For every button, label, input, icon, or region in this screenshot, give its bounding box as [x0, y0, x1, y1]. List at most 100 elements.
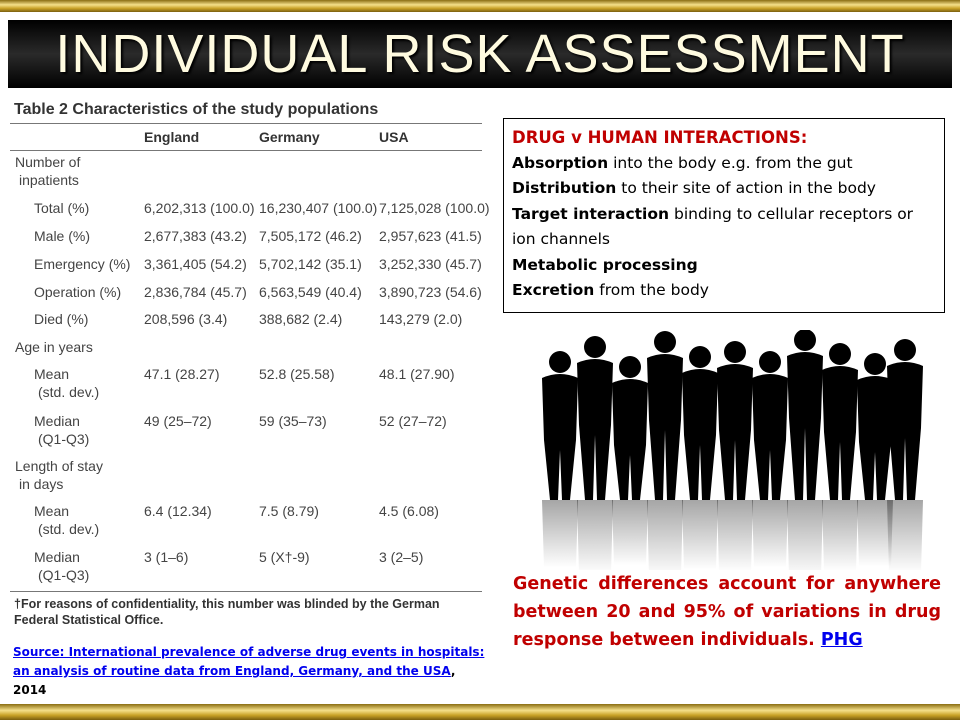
row-label: (Q1-Q3) [38, 431, 90, 447]
silhouette-part [654, 331, 676, 353]
top-border [0, 0, 960, 12]
row-label: Median [34, 413, 80, 429]
cell: 388,682 (2.4) [259, 311, 343, 327]
column-header: Germany [259, 129, 320, 145]
cell: 16,230,407 (100.0) [259, 200, 378, 216]
rule [10, 123, 482, 124]
silhouette-part [542, 500, 578, 568]
cell: 6,563,549 (40.4) [259, 284, 362, 300]
silhouette-part [787, 352, 823, 500]
row-label: Age in years [15, 339, 93, 355]
silhouette-part [857, 376, 893, 500]
genetics-link[interactable]: PHG [820, 630, 863, 650]
item-term: Distribution [512, 179, 617, 197]
silhouette-part [887, 500, 923, 570]
genetics-note: Genetic differences account for anywhere… [513, 570, 941, 654]
silhouette-part [612, 500, 648, 566]
cell: 3,361,405 (54.2) [144, 256, 247, 272]
cell: 5,702,142 (35.1) [259, 256, 362, 272]
item-term: Target interaction [512, 204, 670, 223]
cell: 47.1 (28.27) [144, 366, 220, 382]
silhouette-part [857, 500, 893, 567]
slide-title: INDIVIDUAL RISK ASSESSMENT [55, 24, 905, 84]
item-term: Absorption [512, 153, 609, 172]
source: Source: International prevalence of adve… [13, 643, 493, 700]
title-bar: INDIVIDUAL RISK ASSESSMENT [8, 20, 952, 88]
box-heading: DRUG v HUMAN INTERACTIONS: [512, 128, 808, 147]
silhouette-part [647, 354, 683, 500]
row-label: Median [34, 549, 80, 565]
silhouette-part [549, 351, 571, 373]
row-label: Operation (%) [34, 284, 122, 300]
row-label: (Q1-Q3) [38, 567, 90, 583]
silhouette-part [577, 359, 613, 500]
cell: 52 (27–72) [379, 413, 447, 429]
genetics-text: Genetic differences account for anywhere… [513, 574, 941, 650]
silhouette-part [717, 364, 753, 500]
silhouette-part [759, 351, 781, 373]
cell: 7,125,028 (100.0) [379, 200, 490, 216]
cell: 3,890,723 (54.6) [379, 284, 482, 300]
item-text: to their site of action in the body [621, 179, 876, 197]
silhouette-part [689, 346, 711, 368]
table-caption: Table 2 Characteristics of the study pop… [14, 101, 379, 118]
cell: 4.5 (6.08) [379, 503, 439, 519]
silhouette-part [577, 500, 613, 570]
row-label: (std. dev.) [38, 384, 100, 400]
interaction-item: Target interaction binding to cellular r… [512, 202, 936, 253]
cell: 2,957,623 (41.5) [379, 228, 482, 244]
silhouette-part [752, 374, 788, 500]
silhouette-part [717, 500, 753, 570]
row-label: Mean [34, 503, 70, 519]
silhouette-part [542, 374, 578, 500]
item-text: into the body e.g. from the gut [613, 153, 853, 172]
row-label: Mean [34, 366, 70, 382]
item-term: Excretion [512, 281, 595, 299]
silhouette-part [619, 356, 641, 378]
silhouette-part [794, 330, 816, 351]
source-link[interactable]: Source: International prevalence of adve… [13, 645, 485, 678]
item-text: from the body [599, 281, 709, 299]
cell: 143,279 (2.0) [379, 311, 463, 327]
cell: 6,202,313 (100.0) [144, 200, 255, 216]
silhouette-part [822, 500, 858, 570]
interactions-box: DRUG v HUMAN INTERACTIONS: Absorption in… [503, 118, 945, 313]
item-text: binding to cellular receptors or ion cha… [512, 204, 914, 249]
item-term: Metabolic processing [512, 255, 698, 274]
silhouette-part [584, 336, 606, 358]
silhouette-part [864, 353, 886, 375]
row-label: inpatients [19, 172, 79, 188]
column-header: USA [379, 129, 409, 145]
interaction-item: Distribution to their site of action in … [512, 176, 936, 202]
silhouette-part [724, 341, 746, 363]
interaction-item: Metabolic processing [512, 253, 936, 279]
silhouette-part [682, 500, 718, 570]
row-label: (std. dev.) [38, 521, 100, 537]
cell: 59 (35–73) [259, 413, 327, 429]
silhouette-part [822, 366, 858, 500]
bottom-border [0, 704, 960, 720]
cell: 7,505,172 (46.2) [259, 228, 362, 244]
cell: 49 (25–72) [144, 413, 212, 429]
row-label: Died (%) [34, 311, 89, 327]
silhouette-part [647, 500, 683, 570]
cell: 7.5 (8.79) [259, 503, 319, 519]
silhouette-part [787, 500, 823, 570]
cell: 3 (2–5) [379, 549, 424, 565]
silhouette-part [887, 362, 923, 500]
silhouette-part [894, 339, 916, 361]
cell: 2,677,383 (43.2) [144, 228, 247, 244]
rule [10, 150, 482, 151]
interaction-item: Absorption into the body e.g. from the g… [512, 151, 936, 177]
silhouette-part [682, 369, 718, 500]
column-header: England [144, 129, 200, 145]
people-silhouettes [542, 330, 923, 570]
cell: 3,252,330 (45.7) [379, 256, 482, 272]
cell: 6.4 (12.34) [144, 503, 212, 519]
silhouette-part [829, 343, 851, 365]
silhouette-part [612, 379, 648, 500]
rule [10, 591, 482, 592]
silhouette-part [752, 500, 788, 568]
cell: 3 (1–6) [144, 549, 189, 565]
